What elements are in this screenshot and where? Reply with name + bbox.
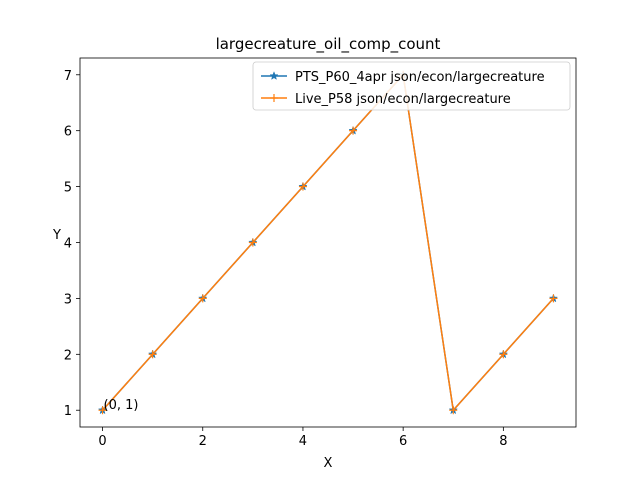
y-axis-label: Y bbox=[52, 228, 61, 243]
y-tick-label: 3 bbox=[64, 292, 72, 307]
x-tick-label: 6 bbox=[399, 434, 407, 449]
legend-label: Live_P58 json/econ/largecreature bbox=[295, 92, 511, 107]
data-point bbox=[98, 406, 107, 415]
legend-label: PTS_P60_4apr json/econ/largecreature bbox=[295, 70, 545, 85]
series-line bbox=[101, 74, 555, 411]
x-tick-label: 8 bbox=[499, 434, 507, 449]
data-point bbox=[248, 238, 257, 247]
y-tick-label: 1 bbox=[64, 404, 72, 419]
data-point bbox=[499, 350, 508, 359]
x-axis-label: X bbox=[324, 456, 333, 471]
legend-item: PTS_P60_4apr json/econ/largecreature bbox=[261, 70, 545, 85]
legend-marker bbox=[269, 71, 279, 80]
data-point bbox=[349, 126, 358, 135]
legend-item: Live_P58 json/econ/largecreature bbox=[261, 92, 511, 107]
chart-title: largecreature_oil_comp_count bbox=[216, 35, 441, 54]
y-tick-label: 7 bbox=[64, 69, 72, 84]
data-point bbox=[198, 294, 207, 303]
plot-frame bbox=[79, 57, 577, 428]
x-tick-label: 2 bbox=[199, 434, 207, 449]
data-point bbox=[449, 406, 458, 415]
series-2 bbox=[98, 70, 558, 415]
x-tick-label: 4 bbox=[299, 434, 307, 449]
y-tick-label: 2 bbox=[64, 348, 72, 363]
y-tick-label: 6 bbox=[64, 125, 72, 140]
data-point bbox=[148, 350, 157, 359]
legend: PTS_P60_4apr json/econ/largecreature Live… bbox=[252, 61, 571, 111]
x-tick-label: 0 bbox=[98, 434, 106, 449]
y-tick-label: 4 bbox=[64, 237, 72, 252]
point-annotation: (0, 1) bbox=[104, 398, 139, 413]
y-tick-label: 5 bbox=[64, 181, 72, 196]
data-point bbox=[298, 182, 307, 191]
legend-box bbox=[252, 61, 571, 111]
data-point bbox=[549, 294, 558, 303]
